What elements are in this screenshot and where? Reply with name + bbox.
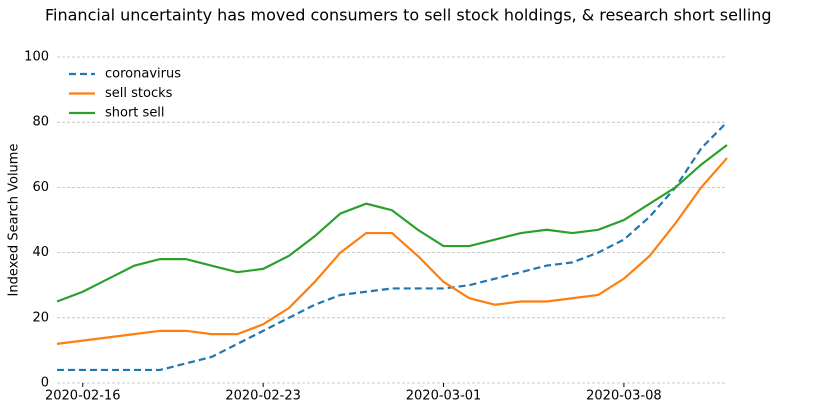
y-tick-label: 100 [24, 50, 49, 65]
y-tick-label: 60 [32, 180, 49, 195]
legend-label: sell stocks [105, 86, 173, 101]
legend-label: coronavirus [105, 67, 181, 82]
legend-label: short sell [105, 106, 165, 121]
line-series [56, 144, 728, 303]
y-axis-label: Indexed Search Volume [7, 144, 22, 297]
y-tick-label: 40 [32, 245, 49, 260]
y-tick-label: 20 [32, 310, 49, 325]
y-tick-label: 0 [41, 376, 49, 391]
y-tick-label: 80 [32, 115, 49, 130]
x-tick-label: 2020-03-08 [586, 389, 662, 404]
x-tick-label: 2020-02-16 [45, 389, 121, 404]
line-series [57, 121, 728, 372]
x-tick-label: 2020-03-01 [406, 389, 482, 404]
chart-title: Financial uncertainty has moved consumer… [45, 6, 772, 25]
line-series [56, 157, 728, 345]
x-tick-label: 2020-02-23 [225, 389, 301, 404]
